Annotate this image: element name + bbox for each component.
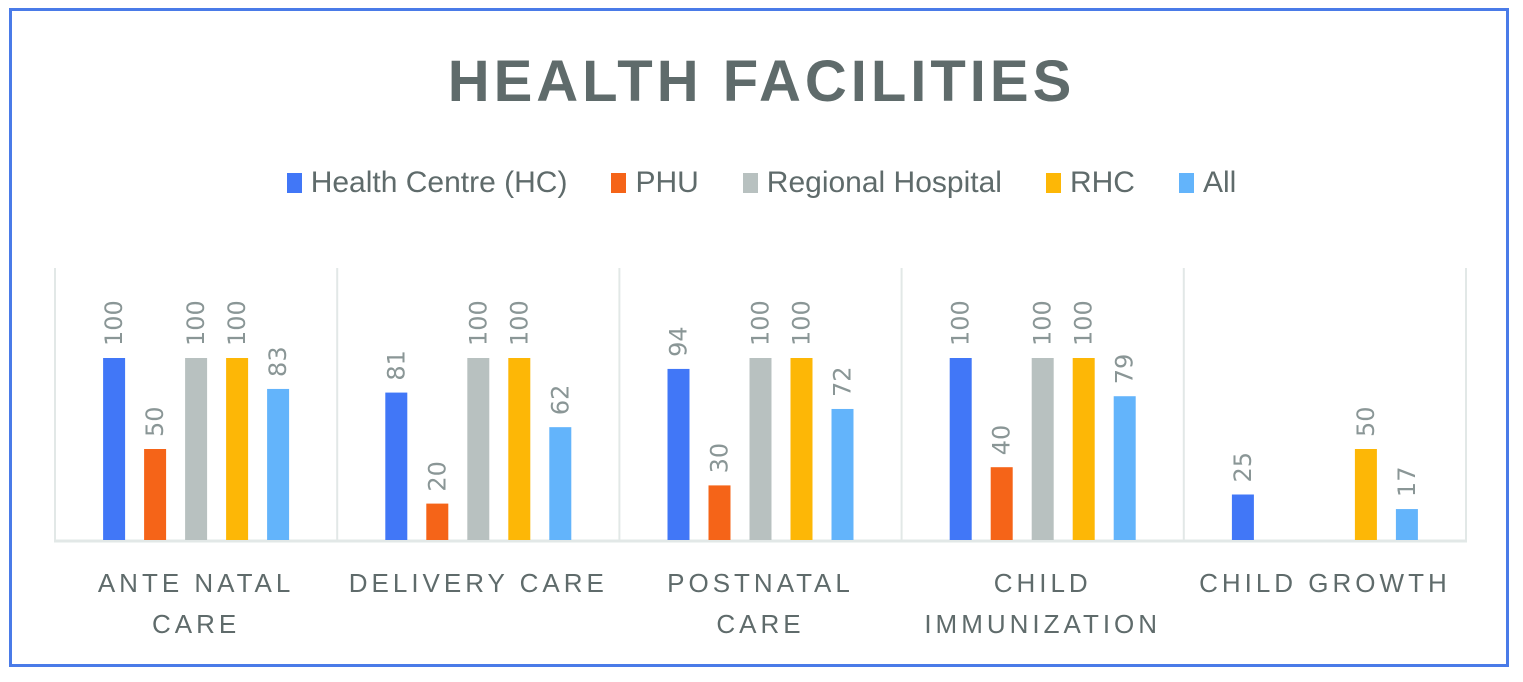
category-label: CARE	[716, 609, 804, 639]
data-label: 100	[1070, 300, 1098, 346]
data-label: 100	[464, 300, 492, 346]
data-label: 100	[788, 300, 816, 346]
legend-item-rhc: RHC	[1045, 166, 1135, 200]
legend-item-phu: PHU	[611, 166, 699, 200]
bar-rhc	[1354, 449, 1377, 540]
data-label: 25	[1229, 452, 1257, 483]
bar-all	[1113, 396, 1136, 540]
legend-label-regional-hospital: Regional Hospital	[766, 166, 1002, 199]
bar-rhc	[790, 358, 813, 540]
category-label: CHILD GROWTH	[1199, 568, 1451, 598]
bar-rhc	[1072, 358, 1095, 540]
data-label: 17	[1393, 467, 1421, 498]
bar-all	[831, 408, 854, 540]
chart-frame	[9, 8, 1509, 667]
category-label: CARE	[152, 609, 240, 639]
category-label: CHILD	[994, 568, 1092, 598]
data-label: 100	[182, 300, 210, 346]
legend: Health Centre (HC) PHU Regional Hospital…	[0, 166, 1523, 200]
bar-all	[549, 427, 572, 540]
bar-phu	[708, 485, 731, 540]
bar-rhc	[226, 358, 249, 540]
legend-item-all: All	[1178, 166, 1237, 200]
data-label: 62	[546, 385, 574, 416]
bar-health-centre-hc	[103, 358, 126, 540]
bar-phu	[144, 449, 167, 540]
bar-all	[267, 388, 290, 540]
legend-swatch-health-centre	[286, 173, 302, 193]
data-label: 72	[829, 366, 857, 397]
data-label: 20	[423, 461, 451, 492]
data-label: 100	[747, 300, 775, 346]
bar-rhc	[508, 358, 531, 540]
bar-regional-hospital	[185, 358, 208, 540]
legend-item-regional-hospital: Regional Hospital	[742, 166, 1002, 200]
bar-health-centre-hc	[385, 392, 408, 540]
legend-label-phu: PHU	[635, 166, 699, 199]
chart-title: HEALTH FACILITIES	[447, 49, 1076, 114]
category-label: POSTNATAL	[667, 568, 854, 598]
category-label: ANTE NATAL	[98, 568, 295, 598]
legend-item-health-centre: Health Centre (HC)	[286, 166, 568, 200]
data-label: 79	[1111, 354, 1139, 385]
bar-regional-hospital	[467, 358, 490, 540]
data-label: 83	[264, 346, 292, 377]
legend-swatch-all	[1178, 173, 1194, 193]
data-label: 100	[100, 300, 128, 346]
data-label: 81	[382, 350, 410, 381]
legend-label-health-centre: Health Centre (HC)	[310, 166, 568, 199]
data-label: 100	[505, 300, 533, 346]
legend-swatch-phu	[611, 173, 627, 193]
bar-health-centre-hc	[1231, 494, 1254, 540]
legend-label-all: All	[1202, 166, 1237, 199]
legend-label-rhc: RHC	[1069, 166, 1135, 199]
legend-swatch-rhc	[1045, 173, 1061, 193]
bar-health-centre-hc	[949, 358, 972, 540]
bar-phu	[426, 503, 449, 540]
data-label: 94	[665, 326, 693, 357]
data-label: 100	[947, 300, 975, 346]
legend-swatch-regional-hospital	[742, 173, 758, 193]
category-label: DELIVERY CARE	[349, 568, 608, 598]
data-label: 100	[223, 300, 251, 346]
bar-all	[1395, 509, 1418, 540]
data-label: 30	[706, 443, 734, 474]
bar-phu	[990, 467, 1013, 540]
data-label: 50	[141, 406, 169, 437]
category-label: IMMUNIZATION	[924, 609, 1161, 639]
bar-regional-hospital	[749, 358, 772, 540]
data-label: 40	[988, 425, 1016, 456]
bar-health-centre-hc	[667, 368, 690, 540]
bar-regional-hospital	[1031, 358, 1054, 540]
data-label: 50	[1352, 406, 1380, 437]
data-label: 100	[1029, 300, 1057, 346]
